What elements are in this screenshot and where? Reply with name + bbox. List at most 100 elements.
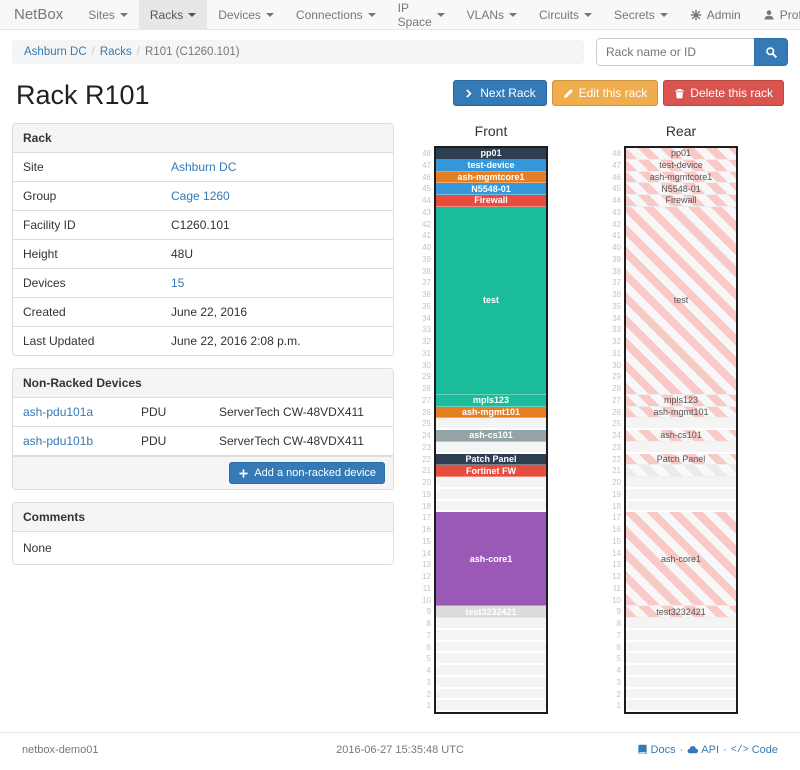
nav-item-vlans[interactable]: VLANs: [456, 0, 528, 29]
device-rear-patch-panel[interactable]: Patch Panel: [626, 453, 736, 466]
unit-number: 44: [422, 196, 431, 205]
device-rear-test-device[interactable]: test-device: [626, 159, 736, 172]
unit-number: 25: [422, 419, 431, 429]
attr-value-site[interactable]: Ashburn DC: [171, 160, 237, 174]
rack-unit-empty: [436, 700, 546, 712]
device-rear-n5548-01[interactable]: N5548-01: [626, 183, 736, 195]
nav-item-circuits[interactable]: Circuits: [528, 0, 603, 29]
pencil-icon: [563, 88, 574, 99]
edit-this-rack-button[interactable]: Edit this rack: [551, 80, 659, 106]
rack-unit-empty: [626, 665, 736, 677]
device-rear-test3232421[interactable]: test3232421: [626, 606, 736, 618]
unit-number: 31: [612, 348, 621, 358]
rack-unit-empty: [626, 418, 736, 430]
unit-number: 27: [422, 395, 431, 405]
page-footer: netbox-demo01 2016-06-27 15:35:48 UTC Do…: [0, 732, 800, 770]
device-front-test[interactable]: test: [436, 206, 546, 395]
attr-value-devices[interactable]: 15: [171, 276, 185, 290]
footer-link-code[interactable]: </> Code: [731, 743, 778, 757]
delete-this-rack-button[interactable]: Delete this rack: [663, 80, 784, 106]
device-front-firewall[interactable]: Firewall: [436, 195, 546, 207]
device-front-ash-mgmt101[interactable]: ash-mgmt101: [436, 406, 546, 419]
front-elevation: Front 48 47 46 45 44 43 42 41 40 39 38 37 36 35 34 33 32…: [420, 123, 548, 714]
device-front-test3232421[interactable]: test3232421: [436, 606, 546, 618]
rack-unit-empty: [626, 618, 736, 630]
nav-profile-button[interactable]: Profile: [752, 0, 800, 29]
device-front-ash-core1[interactable]: ash-core1: [436, 512, 546, 607]
cloud-icon: [687, 744, 699, 755]
attr-value-group[interactable]: Cage 1260: [171, 189, 230, 203]
device-rear-pp01[interactable]: pp01: [626, 148, 736, 160]
nav-item-secrets[interactable]: Secrets: [603, 0, 679, 29]
main-content: Rack Site Ashburn DC Group Cage 1260 Facilit…: [0, 113, 800, 714]
device-rear-ash-cs101[interactable]: ash-cs101: [626, 430, 736, 442]
rack-attributes: Site Ashburn DC Group Cage 1260 Facility ID C…: [13, 153, 393, 355]
unit-number: 24: [612, 431, 621, 440]
unit-number: 29: [422, 372, 431, 382]
device-front-patch-panel[interactable]: Patch Panel: [436, 453, 546, 466]
unit-number: 26: [422, 407, 431, 417]
device-model: ServerTech CW-48VDX411: [219, 434, 364, 448]
device-rear-ash-core1[interactable]: ash-core1: [626, 512, 736, 607]
rack-unit-empty: [436, 653, 546, 665]
brand-logo[interactable]: NetBox: [14, 6, 64, 23]
unit-number: 33: [422, 325, 431, 335]
left-column: Rack Site Ashburn DC Group Cage 1260 Facilit…: [12, 123, 394, 577]
device-front-test-device[interactable]: test-device: [436, 159, 546, 172]
unit-number: 13: [422, 560, 431, 570]
footer-hostname: netbox-demo01: [22, 743, 99, 756]
footer-link-docs[interactable]: Docs: [637, 744, 676, 756]
unit-number: 46: [612, 172, 621, 182]
unit-number: 16: [612, 525, 621, 534]
search-button[interactable]: [754, 38, 788, 66]
rack-attr-created: Created June 22, 2016: [13, 298, 393, 327]
device-rear-ash-mgmtcore1[interactable]: ash-mgmtcore1: [626, 171, 736, 184]
breadcrumb: Ashburn DC / Racks / R101 (C1260.101): [12, 40, 584, 64]
nav-item-devices[interactable]: Devices: [207, 0, 285, 29]
device-rear-fortinet-fw[interactable]: [626, 465, 736, 477]
unit-number: 48: [612, 149, 621, 158]
rack-unit-empty: [626, 500, 736, 513]
non-racked-rows: ash-pdu101a PDU ServerTech CW-48VDX411 ash-…: [13, 398, 393, 456]
nav-item-label: Devices: [218, 7, 261, 22]
device-front-mpls123[interactable]: mpls123: [436, 394, 546, 407]
unit-number: 9: [426, 607, 431, 617]
unit-number: 47: [422, 160, 431, 170]
device-rear-test[interactable]: test: [626, 206, 736, 395]
rear-unit-numbers: 48 47 46 45 44 43 42 41 40 39 38 37 36 35 34 33 32 31 30 29…: [610, 146, 624, 714]
nav-item-sites[interactable]: Sites: [77, 0, 139, 29]
front-rack: pp01 test-device ash-mgmtcore1 N5548-01 Fire…: [434, 146, 548, 714]
footer-link-label: Docs: [650, 743, 676, 756]
device-front-ash-mgmtcore1[interactable]: ash-mgmtcore1: [436, 171, 546, 184]
book-icon: [637, 744, 648, 755]
device-link-ash-pdu101b[interactable]: ash-pdu101b: [23, 434, 94, 448]
device-front-n5548-01[interactable]: N5548-01: [436, 183, 546, 195]
user-nav: AdminProfileLog out: [679, 0, 800, 29]
footer-link-api[interactable]: API: [687, 744, 719, 756]
comments-body: None: [23, 541, 52, 555]
nav-item-ip-space[interactable]: IP Space: [387, 0, 456, 29]
breadcrumb-item-racks[interactable]: Racks: [99, 46, 132, 58]
nav-admin-label: Admin: [706, 7, 741, 22]
device-link-ash-pdu101a[interactable]: ash-pdu101a: [23, 405, 94, 419]
add-non-racked-device-button[interactable]: Add a non-racked device: [229, 462, 385, 484]
footer-links: Docs · API · </> Code: [548, 743, 778, 756]
nav-item-racks[interactable]: Racks: [138, 0, 208, 29]
plus-icon: [238, 468, 249, 479]
device-front-pp01[interactable]: pp01: [436, 148, 546, 160]
nav-admin-button[interactable]: Admin: [679, 0, 752, 29]
device-rear-mpls123[interactable]: mpls123: [626, 394, 736, 407]
device-rear-ash-mgmt101[interactable]: ash-mgmt101: [626, 406, 736, 419]
device-rear-firewall[interactable]: Firewall: [626, 195, 736, 207]
unit-number: 32: [422, 337, 431, 346]
device-front-fortinet-fw[interactable]: Fortinet FW: [436, 465, 546, 477]
next-rack-button[interactable]: Next Rack: [453, 80, 547, 106]
search-input[interactable]: [596, 38, 754, 66]
breadcrumb-item-ashburn-dc[interactable]: Ashburn DC: [24, 46, 87, 58]
unit-number: 29: [612, 372, 621, 382]
device-front-ash-cs101[interactable]: ash-cs101: [436, 430, 546, 442]
unit-number: 28: [612, 384, 621, 393]
attr-label: Devices: [23, 276, 66, 290]
nav-item-connections[interactable]: Connections: [285, 0, 387, 29]
unit-number: 42: [422, 219, 431, 229]
